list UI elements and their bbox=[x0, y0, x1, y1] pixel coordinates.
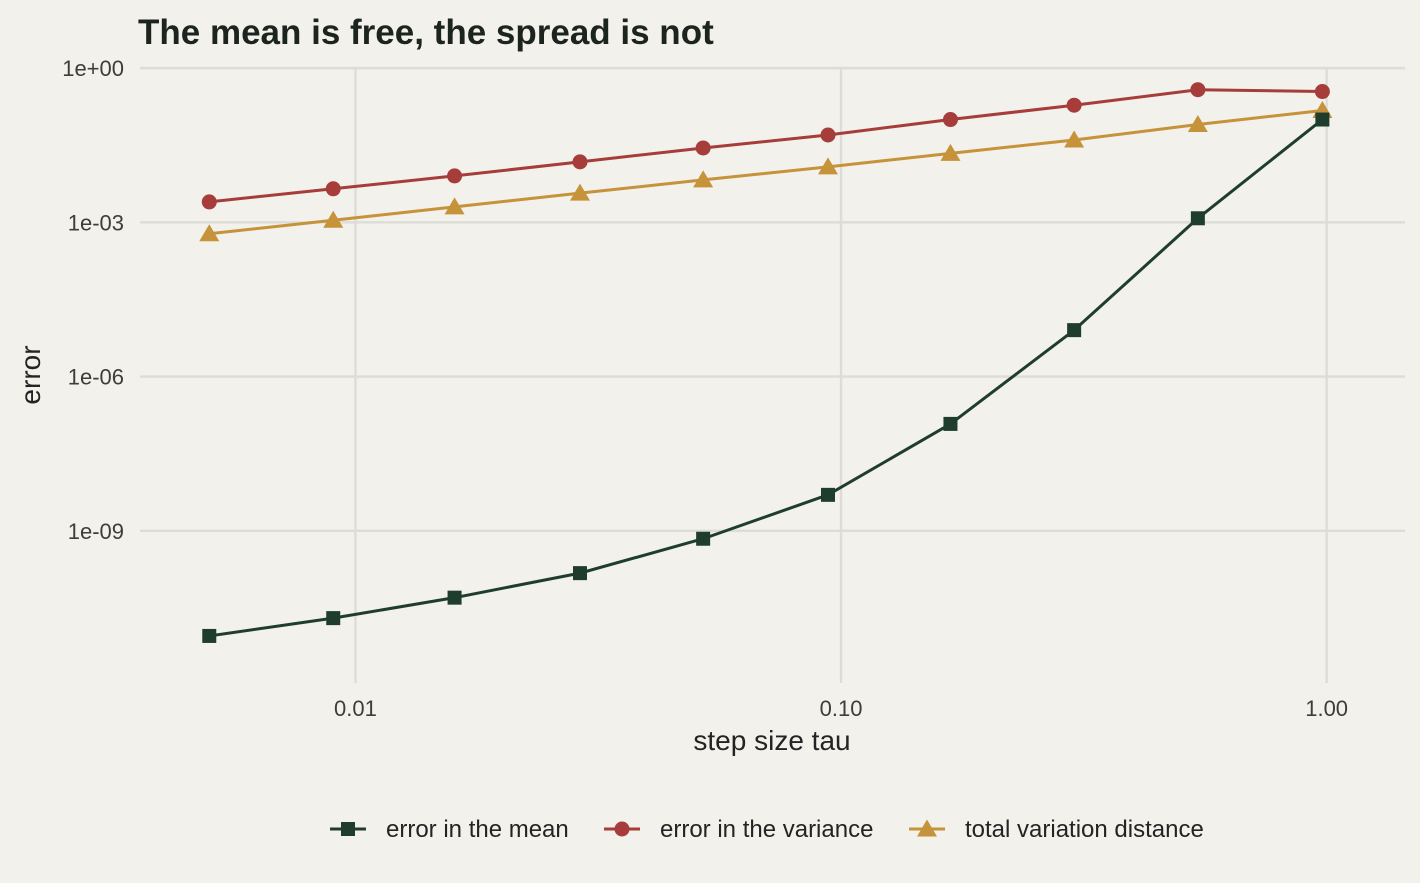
chart-title: The mean is free, the spread is not bbox=[138, 13, 714, 52]
axis-ticks: 0.01 0.10 1.00 1e-09 1e-06 1e-03 1e+00 bbox=[62, 56, 1348, 721]
data-point-total-variation-distance bbox=[1064, 130, 1085, 148]
data-point-error-in-the-variance bbox=[447, 168, 463, 184]
data-point-error-in-the-variance bbox=[1190, 82, 1206, 98]
data-point-error-in-the-mean bbox=[1067, 323, 1082, 338]
data-point-error-in-the-mean bbox=[326, 611, 341, 626]
legend-label: error in the variance bbox=[660, 816, 873, 843]
legend-key-marker bbox=[614, 821, 630, 837]
data-point-error-in-the-variance bbox=[201, 194, 217, 210]
data-point-total-variation-distance bbox=[199, 224, 220, 242]
data-point-error-in-the-variance bbox=[572, 154, 588, 170]
data-point-error-in-the-mean bbox=[696, 531, 711, 546]
legend-item-error-in-the-mean: error in the mean bbox=[330, 816, 569, 843]
data-point-error-in-the-mean bbox=[943, 416, 958, 431]
series-error-in-the-variance bbox=[201, 82, 1330, 210]
legend-label: error in the mean bbox=[386, 816, 569, 843]
data-point-total-variation-distance bbox=[444, 197, 465, 215]
x-tick-label: 0.01 bbox=[334, 696, 377, 721]
series-line-total-variation-distance bbox=[209, 108, 1323, 236]
y-tick-label: 1e-06 bbox=[68, 365, 124, 390]
data-point-error-in-the-variance bbox=[820, 127, 836, 143]
y-tick-label: 1e-03 bbox=[68, 210, 124, 235]
series-total-variation-distance bbox=[199, 100, 1333, 242]
data-point-total-variation-distance bbox=[569, 183, 590, 201]
series-line-error-in-the-mean bbox=[209, 118, 1324, 638]
data-point-error-in-the-variance bbox=[942, 112, 958, 128]
data-point-error-in-the-variance bbox=[1314, 84, 1330, 100]
data-point-total-variation-distance bbox=[323, 210, 344, 228]
data-point-error-in-the-mean bbox=[820, 487, 835, 502]
legend-key-marker bbox=[341, 822, 355, 836]
x-tick-label: 1.00 bbox=[1305, 696, 1348, 721]
grid-lines bbox=[140, 66, 1405, 683]
data-point-error-in-the-mean bbox=[1315, 112, 1330, 127]
y-tick-label: 1e-09 bbox=[68, 519, 124, 544]
legend-item-total-variation-distance: total variation distance bbox=[909, 816, 1204, 843]
data-point-total-variation-distance bbox=[817, 157, 838, 175]
series-line-error-in-the-variance bbox=[209, 88, 1323, 204]
data-point-total-variation-distance bbox=[1187, 115, 1208, 133]
y-axis-title: error bbox=[15, 345, 46, 404]
x-tick-label: 0.10 bbox=[820, 696, 863, 721]
data-point-error-in-the-variance bbox=[325, 181, 341, 197]
series-error-in-the-mean bbox=[202, 112, 1330, 643]
data-point-error-in-the-mean bbox=[447, 590, 462, 605]
legend: error in the mean error in the variance to… bbox=[330, 816, 1204, 843]
data-point-error-in-the-variance bbox=[695, 140, 711, 156]
data-point-error-in-the-mean bbox=[202, 628, 217, 643]
data-point-total-variation-distance bbox=[693, 170, 714, 188]
x-axis-title: step size tau bbox=[693, 725, 850, 756]
legend-label: total variation distance bbox=[965, 816, 1204, 843]
data-point-error-in-the-variance bbox=[1066, 97, 1082, 113]
y-tick-label: 1e+00 bbox=[62, 56, 124, 81]
data-point-error-in-the-mean bbox=[572, 566, 587, 581]
legend-key-marker bbox=[917, 819, 937, 837]
legend-item-error-in-the-variance: error in the variance bbox=[604, 816, 873, 843]
data-point-total-variation-distance bbox=[940, 143, 961, 161]
plot-series bbox=[199, 82, 1333, 643]
data-point-error-in-the-mean bbox=[1190, 211, 1205, 226]
